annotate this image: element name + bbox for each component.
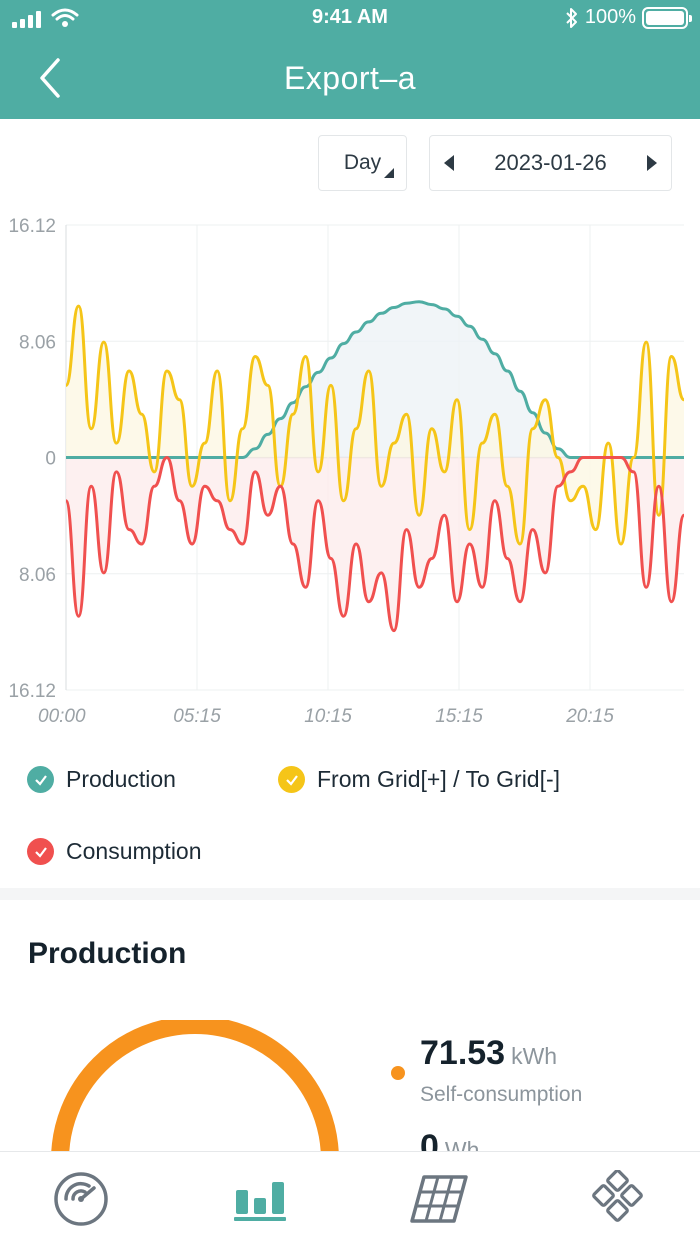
status-left	[12, 8, 79, 28]
solar-panel-icon	[410, 1175, 468, 1223]
legend-label: Production	[66, 766, 176, 792]
production-title: Production	[28, 937, 187, 970]
tab-dashboard[interactable]	[52, 1170, 110, 1228]
check-icon	[27, 838, 54, 865]
bar-chart-icon	[234, 1182, 286, 1221]
y-tick-label: 8.06	[19, 565, 56, 586]
x-tick-label: 05:15	[173, 706, 221, 727]
page-title: Export–a	[283, 60, 417, 96]
y-tick-label: 8.06	[19, 332, 56, 353]
bluetooth-icon	[566, 7, 577, 28]
series-area	[66, 457, 684, 631]
check-icon	[27, 766, 54, 793]
wifi-icon	[51, 8, 79, 27]
x-tick-label: 10:15	[304, 706, 352, 727]
self-consumption-value: 71.53 kWh	[420, 1034, 558, 1072]
chevron-left-icon	[40, 58, 60, 98]
back-button[interactable]	[30, 54, 70, 102]
power-chart: 16.12 8.06 0 8.06 16.12 00:00 05:15 10:15 15:15…	[8, 216, 686, 727]
y-tick-label: 0	[45, 449, 56, 470]
period-select[interactable]: Day	[318, 135, 407, 191]
series-area	[66, 306, 684, 544]
self-consumption-dot	[391, 1066, 405, 1080]
legend-consumption[interactable]: Consumption	[27, 838, 202, 865]
series-line-from-grid-to-grid	[64, 304, 686, 546]
status-right: 100%	[565, 6, 692, 29]
x-tick-label: 20:15	[565, 706, 614, 727]
legend-label: From Grid[+] / To Grid[-]	[317, 766, 561, 792]
dashboard-gauge-icon	[54, 1172, 108, 1226]
date-value[interactable]: 2023-01-26	[494, 150, 607, 175]
header: 9:41 AM 100% Export–a	[0, 0, 700, 119]
status-bar: 9:41 AM 100%	[0, 0, 700, 38]
period-select-value: Day	[343, 151, 382, 174]
tab-devices[interactable]	[590, 1169, 648, 1228]
check-icon	[278, 766, 305, 793]
production-gauge	[51, 1020, 339, 1160]
section-divider	[0, 888, 700, 900]
y-tick-label: 16.12	[8, 681, 56, 702]
legend-production[interactable]: Production	[27, 766, 176, 793]
battery-icon	[642, 6, 692, 29]
x-tick-label: 15:15	[435, 706, 483, 727]
battery-percent: 100%	[584, 6, 636, 28]
tab-bar	[0, 1151, 700, 1244]
caret-down-icon	[384, 168, 394, 178]
date-picker: 2023-01-26	[429, 135, 672, 191]
previous-date-button[interactable]	[444, 155, 454, 171]
y-tick-label: 16.12	[8, 216, 56, 237]
legend-label: Consumption	[66, 838, 202, 864]
series-area	[66, 301, 684, 458]
next-date-button[interactable]	[646, 155, 657, 171]
self-consumption-label: Self-consumption	[420, 1083, 583, 1106]
series-line-consumption	[64, 456, 686, 633]
x-tick-label: 00:00	[38, 706, 86, 727]
tab-statistics[interactable]	[231, 1170, 289, 1228]
legend-grid[interactable]: From Grid[+] / To Grid[-]	[278, 766, 560, 793]
signal-icon	[12, 10, 41, 28]
devices-grid-icon	[592, 1169, 643, 1222]
status-time: 9:41 AM	[312, 6, 388, 28]
tab-solar[interactable]	[410, 1170, 468, 1228]
